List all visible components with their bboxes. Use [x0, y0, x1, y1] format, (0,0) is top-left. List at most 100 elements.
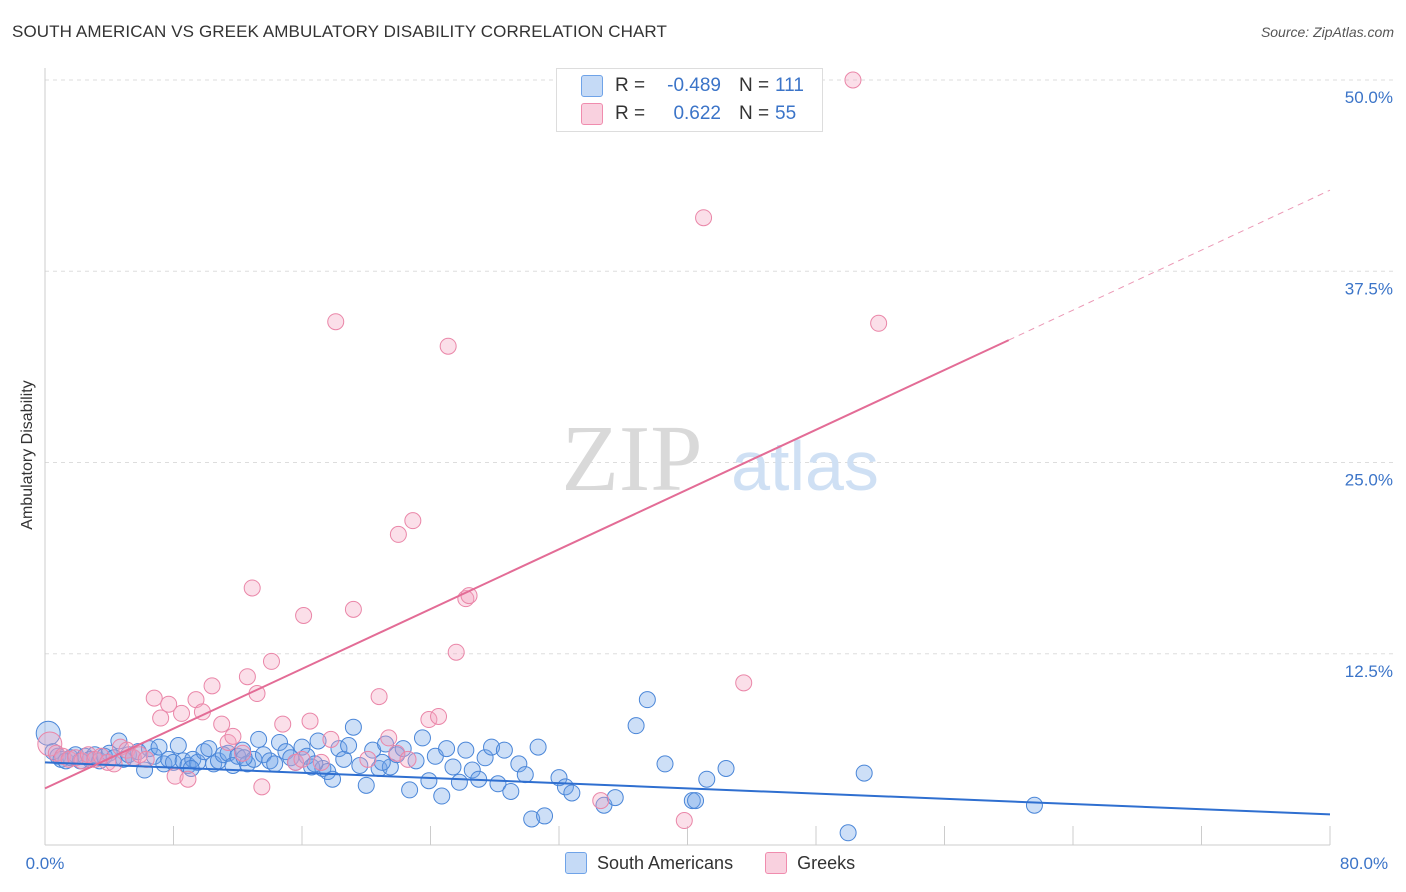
- greek-point: [322, 730, 340, 748]
- legend-r-label: R =: [615, 75, 646, 96]
- south-american-point: [420, 772, 438, 790]
- series-legend: South Americans Greeks: [565, 852, 887, 874]
- south-american-point: [502, 782, 520, 800]
- source-label: Source: ZipAtlas.com: [1260, 24, 1394, 40]
- trend-line-greeks-extension: [1008, 189, 1331, 341]
- y-tick-label: 25.0%: [1345, 471, 1393, 490]
- trend-lines: [44, 189, 1331, 816]
- south-american-point: [357, 776, 375, 794]
- greek-point: [293, 750, 311, 768]
- greek-point: [295, 607, 313, 624]
- south-american-point: [373, 753, 391, 771]
- greek-point: [439, 337, 457, 355]
- watermark-atlas: atlas: [731, 427, 879, 505]
- legend-swatch-south-americans: [581, 75, 603, 97]
- south-american-point: [324, 770, 342, 788]
- chart-title: SOUTH AMERICAN VS GREEK AMBULATORY DISAB…: [12, 22, 667, 41]
- legend-swatch-greeks: [765, 852, 788, 874]
- greek-point: [37, 731, 63, 757]
- greek-point: [675, 812, 693, 830]
- south-american-point: [433, 787, 451, 805]
- south-american-point: [638, 691, 656, 709]
- south-american-point: [839, 824, 857, 842]
- greek-point: [735, 674, 753, 692]
- stats-legend: R = -0.489 N = 111 R = 0.622 N = 55: [556, 68, 823, 132]
- south-american-point: [550, 769, 568, 787]
- greek-point: [447, 643, 465, 661]
- y-tick-label: 37.5%: [1345, 279, 1393, 298]
- greek-point: [213, 715, 231, 733]
- south-american-point: [271, 733, 289, 751]
- legend-n-label: N =: [739, 75, 770, 96]
- greek-point: [430, 707, 448, 725]
- greek-point: [695, 209, 713, 227]
- legend-r-label: R =: [615, 103, 646, 124]
- greek-point: [224, 727, 242, 745]
- south-american-point: [463, 761, 481, 779]
- greek-point: [262, 652, 280, 670]
- legend-r-value: -0.489: [667, 75, 721, 96]
- legend-swatch-south-americans: [565, 852, 587, 874]
- south-american-point: [495, 741, 513, 759]
- greek-point: [844, 71, 862, 89]
- trend-line-greeks: [44, 339, 1010, 790]
- south-american-point: [627, 717, 645, 735]
- south-american-point: [340, 737, 358, 755]
- legend-n-value: 55: [775, 103, 797, 124]
- greek-point: [389, 525, 407, 543]
- grid-lines: [45, 79, 1395, 655]
- greek-point: [173, 704, 191, 722]
- south-american-point: [606, 789, 624, 807]
- south-american-point: [855, 764, 873, 782]
- south-american-point: [717, 760, 735, 777]
- south-american-point: [563, 784, 581, 802]
- greek-point: [301, 712, 319, 730]
- greek-point: [274, 715, 292, 733]
- greek-point: [460, 587, 478, 605]
- south-american-point: [536, 807, 554, 825]
- trend-line-south-americans: [44, 761, 1331, 816]
- legend-n-value: 111: [775, 75, 804, 96]
- greek-point: [145, 689, 163, 707]
- south-american-point: [344, 718, 362, 736]
- south-american-point: [306, 755, 324, 773]
- greek-point: [359, 750, 377, 768]
- x-tick-label: 80.0%: [1340, 854, 1388, 873]
- greek-point: [592, 792, 610, 810]
- legend-label-south-americans: South Americans: [597, 852, 734, 873]
- greek-point: [380, 729, 398, 747]
- watermark-zip: ZIP: [562, 407, 703, 511]
- greek-point: [370, 688, 388, 706]
- south-american-point: [444, 758, 462, 776]
- greek-point: [160, 695, 178, 713]
- south-american-point: [200, 740, 218, 758]
- south-american-point: [401, 781, 419, 799]
- legend-label-greeks: Greeks: [797, 852, 856, 873]
- y-tick-label: 12.5%: [1345, 662, 1393, 681]
- south-american-point: [687, 792, 705, 810]
- axes: [44, 68, 1331, 846]
- south-american-point: [266, 755, 284, 773]
- legend-item-greeks[interactable]: Greeks: [765, 852, 855, 874]
- legend-n-label: N =: [739, 103, 770, 124]
- greek-point: [399, 750, 417, 768]
- south-american-point: [309, 732, 327, 750]
- y-axis-label: Ambulatory Disability: [19, 380, 36, 530]
- south-american-point: [457, 741, 475, 759]
- south-american-point: [450, 773, 468, 791]
- legend-item-south-americans[interactable]: South Americans: [565, 852, 733, 874]
- south-american-point: [413, 729, 431, 747]
- south-american-point: [1025, 796, 1043, 814]
- south-american-point: [516, 766, 534, 784]
- greek-point: [137, 750, 155, 768]
- south-american-point: [656, 755, 674, 773]
- y-tick-labels: 12.5% 25.0% 37.5% 50.0%: [1345, 88, 1393, 681]
- greek-point: [238, 668, 256, 686]
- greek-point: [179, 770, 197, 788]
- south-american-point: [698, 770, 716, 788]
- south-american-point: [483, 738, 501, 756]
- legend-swatch-greeks: [581, 103, 603, 125]
- south-american-point: [254, 746, 272, 764]
- south-american-point: [476, 749, 494, 767]
